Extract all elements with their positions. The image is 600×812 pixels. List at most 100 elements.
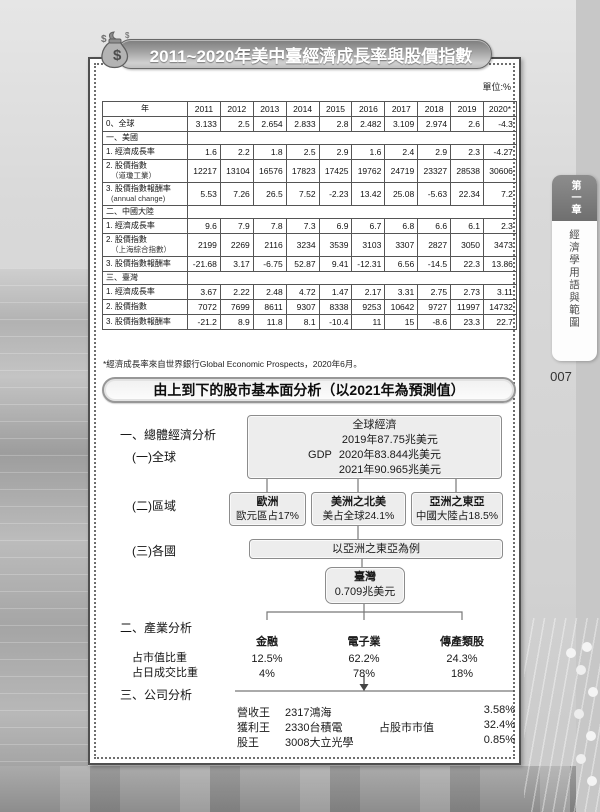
value-cell: 7.3 [285,218,320,235]
year-cell: 2019 [450,101,485,117]
taiwan-box-name: 臺灣 [354,571,376,583]
page-number: 007 [550,369,572,384]
value-cell: 25.08 [384,182,419,206]
industry-daily-volume: 78% [352,668,376,680]
value-cell: 7072 [187,299,221,316]
row-label-cell: 二、中國大陸 [102,204,188,220]
flow-label-region: (二)區域 [132,499,176,513]
value-cell: 6.7 [351,218,386,235]
industry-column-traditional: 傳產類股 24.3% 18% [420,633,504,680]
year-header-cell: 年 [102,101,188,117]
value-cell: 11 [351,314,386,331]
value-cell: -2.23 [318,182,353,206]
value-cell: 24719 [384,159,419,184]
value-cell: 8611 [252,299,287,316]
background-collage-bottom [0,766,600,812]
value-cell: 22.7 [483,314,517,331]
value-cell: 2.73 [450,284,485,301]
table-row: 3. 股價指數報酬率 -21.68 3.17 -6.75 52.87 9.41 -12.31… [102,255,517,272]
value-cell: 14732 [483,299,517,316]
region-box-north-america: 美洲之北美 美占全球24.1% [311,492,406,526]
value-cell: 3539 [318,233,353,257]
value-cell: 1.47 [318,284,353,301]
row-label-cell: 1. 經濟成長率 [102,284,188,301]
gdp-box: 全球經濟 GDP 2019年87.75兆美元 2020年83.844兆美元 20… [247,415,502,479]
value-cell: 3.67 [187,284,221,301]
value-cell: 2.2 [219,144,254,161]
value-cell: 52.87 [285,255,320,272]
value-cell: 5.53 [187,182,221,206]
value-cell: 2.9 [417,144,452,161]
value-cell: -10.4 [318,314,353,331]
value-cell: 9253 [351,299,386,316]
value-cell: 1.6 [187,144,221,161]
value-cell: -4.27 [483,144,517,161]
taiwan-box: 臺灣 0.709兆美元 [325,567,405,604]
value-cell: -12.31 [351,255,386,272]
value-cell: 13.42 [351,182,386,206]
industry-daily-volume: 18% [450,668,474,680]
value-cell: -21.68 [187,255,221,272]
year-cell: 2012 [219,101,254,117]
year-cell: 2014 [285,101,320,117]
industry-market-cap: 62.2% [348,653,380,665]
value-cell: 12217 [187,159,221,184]
industry-name: 傳產類股 [440,636,484,648]
market-cap-row-label: 占市值比重 [132,652,187,664]
industry-name: 電子業 [347,636,381,648]
value-cell: 8.1 [285,314,320,331]
industry-column-finance: 金融 12.5% 4% [225,633,309,680]
table-row: 2. 股價指數 （道瓊工業） 12217 13104 16576 17823 17425 19… [102,159,517,184]
value-cell: 22.3 [450,255,485,272]
region-detail: 中國大陸占18.5% [415,510,499,522]
value-cell: 2827 [417,233,452,257]
company-stock: 3008大立光學 [285,737,354,749]
analysis-header-text: 由上到下的股市基本面分析（以2021年為預測值） [153,382,465,398]
table-header-row: 年 2011 2012 2013 2014 2015 2016 2017 2018 2019 202… [102,101,517,117]
value-cell: 19762 [351,159,386,184]
value-cell: 6.9 [318,218,353,235]
value-cell: 7.8 [252,218,287,235]
value-cell: 17425 [318,159,353,184]
value-cell: 2.48 [252,284,287,301]
region-detail: 歐元區占17% [235,510,299,522]
company-percent: 32.4% [483,719,515,731]
region-name: 歐洲 [256,496,279,508]
content-page: 單位:% 年 2011 2012 2013 2014 2015 2016 2017 2018 20… [88,57,521,765]
value-cell: 7.26 [219,182,254,206]
company-title: 股王 [237,737,259,749]
value-cell: 1.6 [351,144,386,161]
company-stock: 2317鴻海 [285,707,332,719]
background-dots [566,648,576,658]
value-cell: 15 [384,314,419,331]
value-cell: 6.56 [384,255,419,272]
section-empty-cell [187,130,517,146]
year-cell: 2016 [351,101,386,117]
value-cell: -8.6 [417,314,452,331]
value-cell: 3.109 [384,116,419,132]
year-cell: 2013 [252,101,287,117]
value-cell: 3307 [384,233,419,257]
value-cell: -5.63 [417,182,452,206]
row-label-cell: 3. 股價指數報酬率 [102,255,188,272]
year-cell: 2015 [318,101,353,117]
year-cell: 2011 [187,101,221,117]
chapter-tab: 第一章 [552,175,597,221]
value-cell: 23.3 [450,314,485,331]
value-cell: 16576 [252,159,287,184]
table-row: 1. 經濟成長率 1.6 2.2 1.8 2.5 2.9 1.6 2.4 2.9 2.3 -4.27 [102,144,517,161]
value-cell: 11997 [450,299,485,316]
value-cell: 7.9 [219,218,254,235]
analysis-section-header: 由上到下的股市基本面分析（以2021年為預測值） [102,377,516,403]
industry-column-electronics: 電子業 62.2% 78% [322,633,406,680]
gdp-line: 2019年87.75兆美元 [341,434,438,446]
background-diagonal-lines [524,618,600,812]
value-cell: 2.5 [285,144,320,161]
value-cell: 2.8 [318,116,353,132]
company-percent: 0.85% [483,734,515,746]
row-label-cell: 2. 股價指數 [102,299,188,316]
chapter-tab-label: 第一章 [569,180,580,216]
value-cell: 7.52 [285,182,320,206]
value-cell: 17823 [285,159,320,184]
value-cell: 9727 [417,299,452,316]
